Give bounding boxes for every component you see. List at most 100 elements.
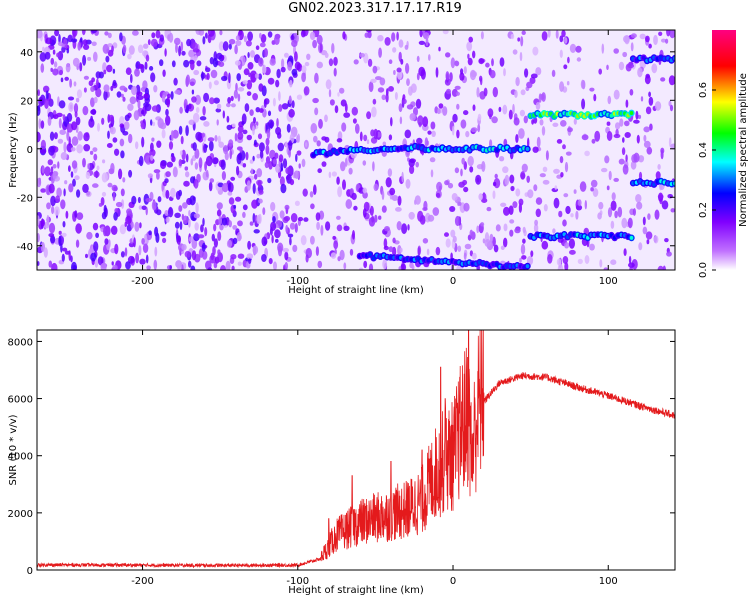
noise-blob bbox=[309, 31, 316, 41]
noise-blob bbox=[188, 236, 195, 243]
noise-blob bbox=[615, 122, 621, 130]
noise-blob bbox=[53, 61, 58, 68]
noise-blob bbox=[301, 65, 307, 73]
noise-blob bbox=[170, 130, 174, 142]
noise-blob bbox=[263, 98, 267, 108]
noise-blob bbox=[432, 207, 440, 216]
noise-blob bbox=[321, 161, 327, 167]
noise-blob bbox=[108, 114, 115, 122]
noise-blob bbox=[62, 247, 68, 252]
noise-blob bbox=[247, 31, 254, 42]
noise-blob bbox=[37, 30, 43, 39]
noise-blob bbox=[58, 100, 66, 109]
noise-blob bbox=[72, 57, 80, 67]
noise-blob bbox=[256, 214, 261, 225]
noise-blob bbox=[202, 106, 206, 116]
noise-blob bbox=[193, 112, 200, 123]
noise-blob bbox=[658, 192, 664, 202]
noise-blob bbox=[624, 120, 630, 127]
noise-blob bbox=[101, 191, 107, 197]
noise-blob bbox=[532, 146, 539, 153]
noise-blob bbox=[289, 237, 292, 246]
noise-blob bbox=[337, 186, 342, 198]
noise-blob bbox=[555, 30, 559, 39]
noise-blob bbox=[58, 235, 62, 247]
noise-blob bbox=[617, 206, 623, 218]
noise-blob bbox=[570, 213, 574, 218]
noise-blob bbox=[527, 189, 534, 199]
noise-blob bbox=[221, 75, 228, 82]
noise-blob bbox=[515, 134, 519, 143]
noise-blob bbox=[209, 97, 215, 105]
noise-blob bbox=[648, 96, 654, 106]
noise-blob bbox=[209, 178, 215, 183]
noise-blob bbox=[309, 191, 314, 198]
noise-blob bbox=[577, 199, 582, 207]
noise-blob bbox=[222, 41, 229, 52]
noise-blob bbox=[268, 258, 273, 265]
noise-blob bbox=[669, 30, 675, 39]
noise-blob bbox=[445, 52, 451, 58]
noise-blob bbox=[567, 127, 573, 133]
noise-blob bbox=[195, 131, 203, 141]
snr-ylabel: SNR (10 * v/v) bbox=[8, 414, 19, 485]
noise-blob bbox=[359, 131, 363, 142]
noise-blob bbox=[37, 177, 42, 188]
noise-blob bbox=[545, 150, 549, 161]
tone-core bbox=[629, 235, 634, 240]
noise-blob bbox=[636, 134, 640, 144]
noise-blob bbox=[286, 123, 291, 133]
noise-blob bbox=[186, 38, 192, 47]
noise-blob bbox=[258, 57, 264, 67]
noise-blob bbox=[197, 234, 205, 239]
noise-blob bbox=[231, 123, 236, 128]
noise-blob bbox=[73, 81, 77, 87]
noise-blob bbox=[561, 30, 566, 38]
noise-blob bbox=[377, 35, 384, 42]
noise-blob bbox=[87, 163, 90, 170]
noise-blob bbox=[226, 239, 233, 248]
noise-blob bbox=[645, 231, 653, 240]
noise-blob bbox=[289, 222, 296, 230]
noise-blob bbox=[300, 235, 307, 246]
noise-blob bbox=[478, 58, 485, 65]
snr-y-axis: 0 2000 4000 6000 8000 bbox=[8, 337, 675, 577]
noise-blob bbox=[64, 180, 68, 185]
noise-blob bbox=[202, 36, 206, 45]
noise-blob bbox=[133, 237, 136, 248]
noise-blob bbox=[128, 45, 135, 55]
noise-blob bbox=[387, 168, 393, 177]
noise-blob bbox=[430, 121, 436, 130]
noise-blob bbox=[285, 167, 291, 175]
noise-blob bbox=[201, 71, 204, 81]
noise-blob bbox=[460, 68, 464, 75]
noise-blob bbox=[193, 233, 200, 242]
noise-blob bbox=[562, 144, 566, 150]
noise-blob bbox=[181, 50, 186, 56]
noise-blob bbox=[189, 81, 195, 87]
noise-blob bbox=[164, 210, 169, 216]
noise-blob bbox=[665, 38, 669, 44]
noise-blob bbox=[584, 255, 590, 264]
noise-blob bbox=[218, 141, 224, 148]
noise-blob bbox=[567, 56, 570, 64]
noise-blob bbox=[503, 206, 510, 216]
noise-blob bbox=[201, 132, 205, 138]
noise-blob bbox=[56, 187, 62, 198]
noise-blob bbox=[44, 51, 51, 60]
noise-blob bbox=[318, 118, 323, 129]
noise-blob bbox=[399, 247, 403, 253]
noise-blob bbox=[472, 252, 477, 260]
noise-blob bbox=[590, 187, 594, 192]
noise-blob bbox=[90, 252, 97, 262]
noise-blob bbox=[111, 45, 114, 53]
colorbar-ticks: 0.0 0.2 0.4 0.6 bbox=[698, 82, 716, 278]
noise-blob bbox=[39, 52, 47, 62]
noise-blob bbox=[93, 96, 98, 104]
noise-blob bbox=[627, 217, 633, 229]
noise-blob bbox=[591, 138, 596, 144]
noise-blob bbox=[49, 131, 55, 141]
noise-blob bbox=[533, 223, 539, 233]
noise-blob bbox=[622, 51, 628, 58]
noise-blob bbox=[660, 77, 666, 82]
